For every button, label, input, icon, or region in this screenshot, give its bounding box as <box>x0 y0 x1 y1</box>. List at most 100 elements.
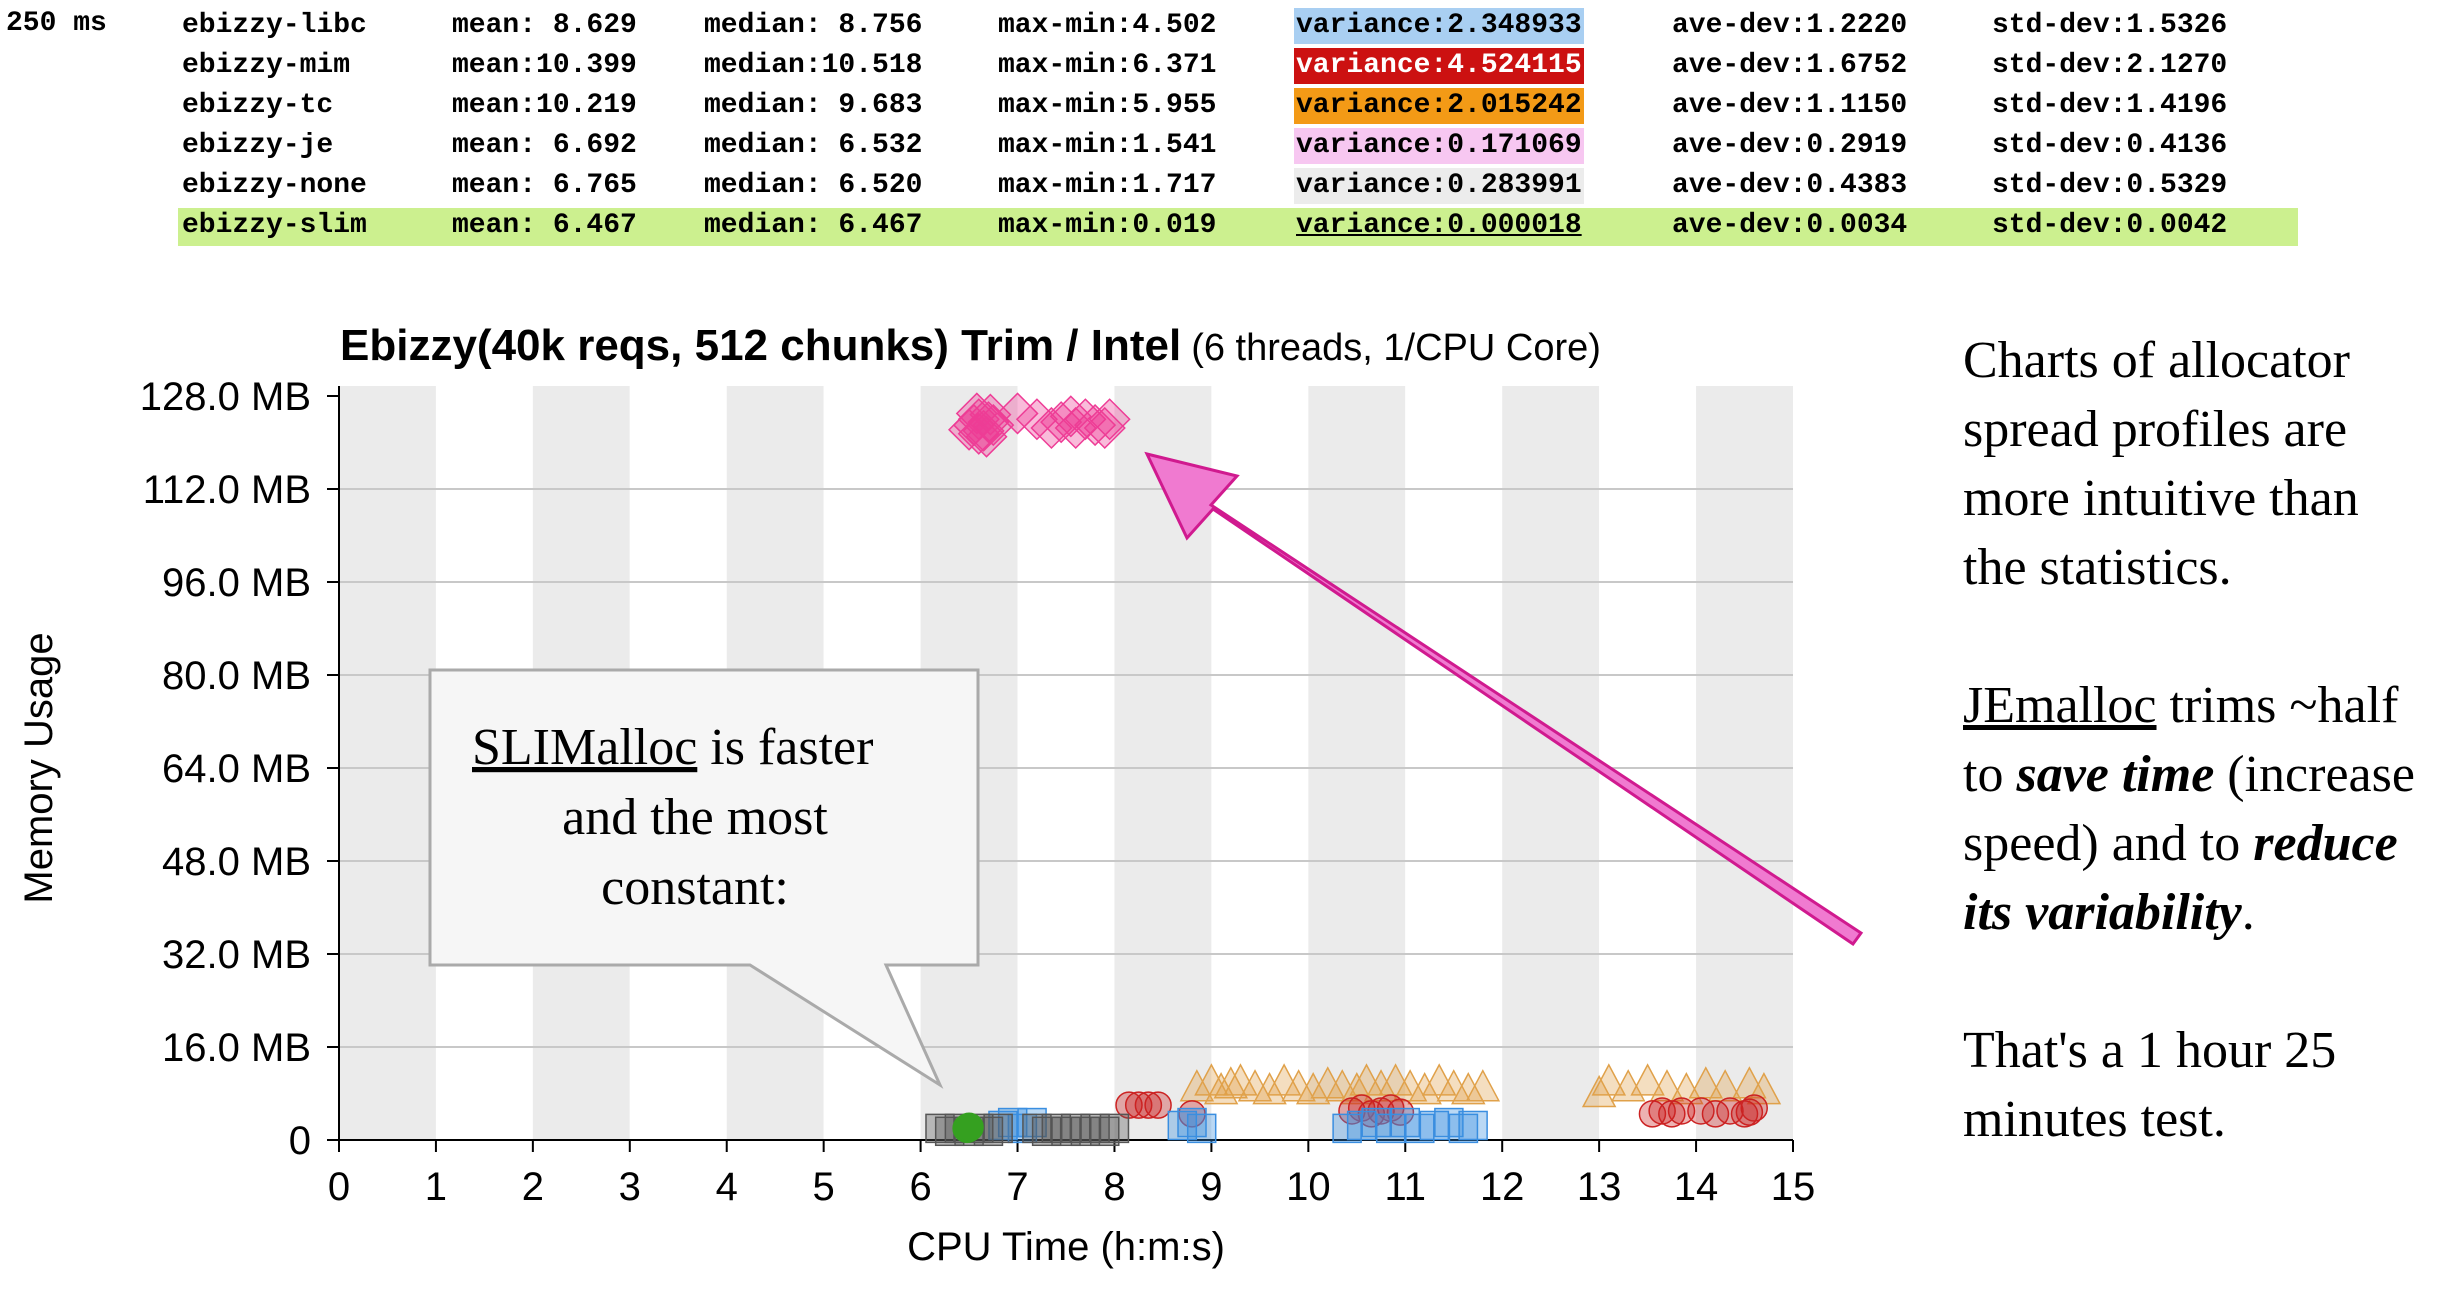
x-tick-label: 10 <box>1286 1165 1331 1209</box>
y-tick-label: 128.0 MB <box>140 375 311 419</box>
x-tick-label: 14 <box>1674 1165 1719 1209</box>
x-tick-label: 1 <box>425 1165 447 1209</box>
stat-maxmin: max-min:1.541 <box>998 130 1217 161</box>
stat-median: median: 6.467 <box>704 210 923 241</box>
point-tc <box>1295 1072 1331 1105</box>
callout-line-3: constant: <box>601 859 789 916</box>
series-je <box>948 392 1131 458</box>
stat-avedev: ave-dev:0.0034 <box>1672 210 1908 241</box>
stat-variance: variance:2.348933 <box>1294 8 1584 44</box>
point-tc <box>1363 1069 1399 1102</box>
stat-mean: mean: 6.467 <box>452 210 637 241</box>
stat-stddev: std-dev:1.4196 <box>1992 90 2228 121</box>
x-tick-label: 3 <box>619 1165 641 1209</box>
point-je <box>955 392 998 435</box>
point-tc <box>1581 1074 1617 1108</box>
stat-median: median: 9.683 <box>704 90 923 121</box>
stat-name: ebizzy-none <box>182 170 367 201</box>
x-tick-label: 7 <box>1006 1165 1028 1209</box>
chart-band <box>1405 386 1503 1140</box>
point-mim <box>1667 1097 1696 1125</box>
y-tick-label: 112.0 MB <box>143 468 311 512</box>
y-tick-label: 48.0 MB <box>162 840 311 884</box>
stat-variance: variance:4.524115 <box>1294 48 1584 84</box>
point-je <box>996 392 1039 435</box>
stat-variance: variance:0.283991 <box>1294 168 1584 204</box>
chart-band <box>339 386 436 1140</box>
point-tc <box>1203 1072 1239 1105</box>
y-tick-label: 96.0 MB <box>162 561 311 605</box>
point-mim <box>1735 1098 1764 1126</box>
point-mim <box>1386 1098 1415 1126</box>
point-je <box>1064 398 1107 441</box>
y-tick-label: 16.0 MB <box>162 1026 311 1070</box>
point-tc <box>1732 1066 1767 1099</box>
chart-series <box>925 392 1782 1147</box>
x-tick-label: 11 <box>1385 1165 1427 1209</box>
point-tc <box>1378 1063 1413 1096</box>
point-je <box>972 404 1015 447</box>
point-mim <box>1740 1094 1768 1122</box>
point-je <box>1030 406 1073 450</box>
stat-maxmin: max-min:1.717 <box>998 170 1217 201</box>
point-tc <box>1179 1069 1215 1102</box>
point-libc <box>1177 1107 1207 1138</box>
side-paragraph-1: Charts of allocator spread profiles are … <box>1963 332 2359 596</box>
callout-bubble: SLIMalloc is faster and the most constan… <box>428 668 980 1089</box>
point-mim <box>1144 1091 1172 1119</box>
point-none <box>1070 1116 1101 1147</box>
x-tick-label: 13 <box>1577 1165 1622 1209</box>
stat-stddev: std-dev:2.1270 <box>1992 50 2228 81</box>
point-none <box>1060 1113 1091 1144</box>
stat-mean: mean: 6.765 <box>452 170 637 201</box>
statistics-table: 250 ms ebizzy-libc mean: 8.629 median: 8.7… <box>0 0 2438 260</box>
stat-name: ebizzy-mim <box>182 50 351 81</box>
stat-stddev: std-dev:0.4136 <box>1992 130 2228 161</box>
point-tc <box>1451 1072 1486 1105</box>
x-tick-label: 4 <box>716 1165 738 1209</box>
point-none <box>1022 1113 1052 1144</box>
point-libc <box>1186 1113 1217 1144</box>
point-tc <box>1688 1066 1724 1099</box>
x-tick-label: 0 <box>328 1165 350 1209</box>
y-tick-label: 64.0 MB <box>162 747 311 791</box>
chart-band <box>1017 386 1115 1140</box>
stat-avedev: ave-dev:1.1150 <box>1672 90 1908 121</box>
chart-band <box>1211 386 1309 1140</box>
jemalloc-word: JEmalloc <box>1963 677 2157 734</box>
point-mim <box>1134 1091 1163 1119</box>
point-tc <box>1649 1069 1685 1102</box>
x-tick-label: 5 <box>813 1165 835 1209</box>
stat-stddev: std-dev:1.5326 <box>1992 10 2228 41</box>
stat-median: median: 8.756 <box>704 10 923 41</box>
point-mim <box>1658 1100 1686 1128</box>
point-mim <box>1648 1097 1676 1125</box>
chart-band <box>1502 386 1600 1140</box>
series-slim <box>952 1112 984 1144</box>
stat-maxmin: max-min:6.371 <box>998 50 1217 81</box>
stat-avedev: ave-dev:0.2919 <box>1672 130 1908 161</box>
point-none <box>925 1113 955 1144</box>
point-tc <box>1421 1063 1457 1096</box>
chart-title: Ebizzy(40k reqs, 512 chunks) Trim / Inte… <box>340 321 1601 370</box>
stat-median: median: 6.520 <box>704 170 923 201</box>
stat-mean: mean:10.219 <box>452 90 637 121</box>
point-tc <box>1707 1069 1743 1102</box>
point-je <box>957 412 1000 455</box>
stat-stddev: std-dev:0.5329 <box>1992 170 2228 201</box>
point-slim <box>954 1112 984 1142</box>
chart-band <box>1308 386 1406 1140</box>
point-none <box>1090 1116 1120 1147</box>
point-tc <box>1746 1072 1782 1105</box>
slim-row-highlight <box>178 208 2298 246</box>
point-tc <box>1630 1063 1665 1096</box>
chart-tick-labels: 0 16.0 MB 32.0 MB 48.0 MB 64.0 MB 80.0 MB 96.0… <box>140 375 1815 1209</box>
point-libc <box>1167 1110 1198 1141</box>
stat-mean: mean: 8.629 <box>452 10 637 41</box>
x-tick-label: 6 <box>909 1165 931 1209</box>
stat-stddev: std-dev:0.0042 <box>1992 210 2228 241</box>
stat-maxmin: max-min:5.955 <box>998 90 1217 121</box>
point-mim <box>1124 1091 1153 1119</box>
memory-usage-chart: 0 16.0 MB 32.0 MB 48.0 MB 64.0 MB 80.0 MB 96.0… <box>17 321 1864 1269</box>
stat-mean: mean: 6.692 <box>452 130 637 161</box>
